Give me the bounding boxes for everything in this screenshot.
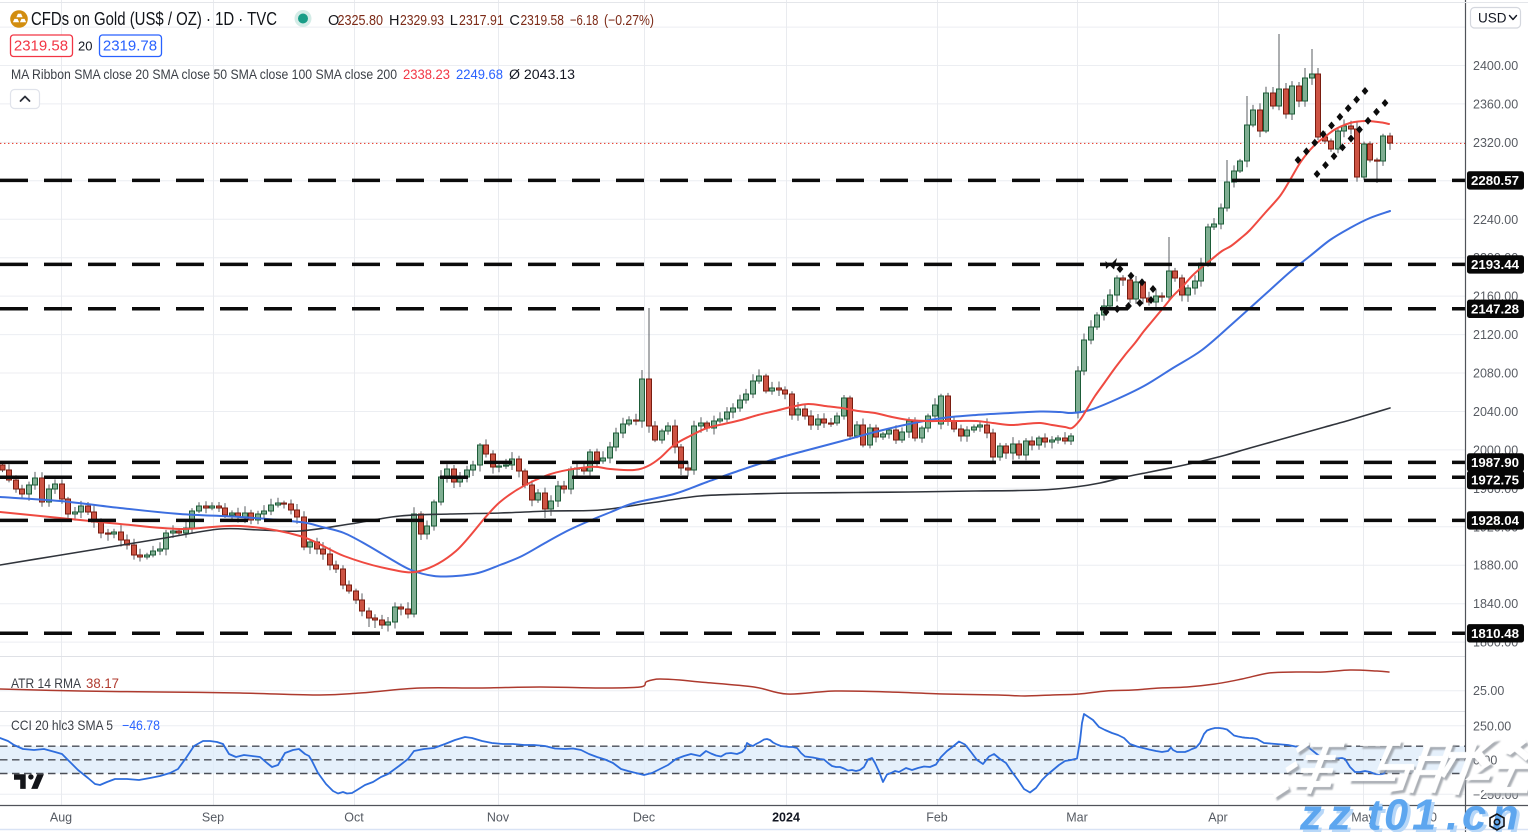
svg-text:2040.00: 2040.00 (1473, 405, 1518, 419)
svg-text:2325.80: 2325.80 (338, 13, 384, 29)
svg-text:250.00: 250.00 (1473, 720, 1511, 734)
svg-text:1880.00: 1880.00 (1473, 559, 1518, 573)
svg-text:May: May (1351, 811, 1375, 825)
svg-text:1840.00: 1840.00 (1473, 597, 1518, 611)
svg-text:Feb: Feb (926, 811, 948, 825)
svg-text:Nov: Nov (487, 811, 510, 825)
svg-text:ATR 14 RMA: ATR 14 RMA (11, 676, 82, 691)
svg-text:t: t (1370, 794, 1386, 832)
svg-text:2280.57: 2280.57 (1471, 173, 1519, 188)
svg-text:1: 1 (1415, 794, 1439, 832)
svg-text:c: c (1462, 792, 1486, 832)
svg-text:1: 1 (1412, 792, 1436, 832)
svg-text:2319.78: 2319.78 (103, 38, 157, 55)
svg-text:n: n (1492, 792, 1519, 832)
svg-text:2249.68: 2249.68 (456, 67, 503, 83)
svg-text:2147.28: 2147.28 (1471, 301, 1519, 316)
svg-text:O: O (328, 13, 339, 29)
svg-text:Mar: Mar (1066, 811, 1088, 825)
svg-text:2338.23: 2338.23 (403, 67, 450, 83)
svg-text:0: 0 (1384, 792, 1408, 832)
svg-text:1810.48: 1810.48 (1471, 626, 1519, 641)
svg-text:CFDs on Gold (US$ / OZ) · 1D ·: CFDs on Gold (US$ / OZ) · 1D · TVC (31, 9, 277, 29)
svg-text:H: H (389, 13, 399, 29)
svg-text:z: z (1299, 792, 1322, 832)
svg-text:t: t (1367, 792, 1383, 832)
svg-text:z: z (1331, 794, 1354, 832)
svg-text:Oct: Oct (344, 811, 364, 825)
svg-text:MA Ribbon SMA close 20 SMA clo: MA Ribbon SMA close 20 SMA close 50 SMA … (11, 67, 397, 83)
svg-text:.: . (1449, 794, 1461, 832)
svg-text:2240.00: 2240.00 (1473, 213, 1518, 227)
svg-text:Dec: Dec (633, 811, 655, 825)
svg-text:2329.93: 2329.93 (400, 13, 444, 29)
svg-text:20: 20 (78, 39, 92, 54)
svg-text:L: L (450, 13, 458, 29)
svg-text:2360.00: 2360.00 (1473, 97, 1518, 111)
svg-text:CCI 20 hlc3 SMA 5: CCI 20 hlc3 SMA 5 (11, 718, 113, 733)
svg-text:2080.00: 2080.00 (1473, 367, 1518, 381)
svg-text:Apr: Apr (1208, 811, 1227, 825)
svg-text:USD: USD (1478, 11, 1507, 26)
svg-text:0: 0 (1387, 794, 1411, 832)
svg-text:1928.04: 1928.04 (1471, 513, 1520, 528)
svg-text:Aug: Aug (50, 811, 72, 825)
svg-text:C: C (509, 13, 519, 29)
svg-text:2320.00: 2320.00 (1473, 136, 1518, 150)
svg-text:2319.58: 2319.58 (521, 13, 564, 29)
svg-text:z: z (1302, 794, 1325, 832)
svg-text:2319.58: 2319.58 (14, 38, 68, 55)
svg-text:2317.91: 2317.91 (459, 13, 504, 29)
svg-text:25.00: 25.00 (1473, 684, 1504, 698)
svg-text:1987.90: 1987.90 (1471, 455, 1519, 470)
svg-text:Ø 2043.13: Ø 2043.13 (509, 67, 575, 83)
svg-text:.: . (1446, 792, 1458, 832)
svg-text:n: n (1495, 794, 1522, 832)
svg-text:2120.00: 2120.00 (1473, 328, 1518, 342)
svg-text:2024: 2024 (772, 811, 800, 825)
svg-text:z: z (1328, 792, 1351, 832)
svg-text:−6.18: −6.18 (570, 13, 598, 29)
svg-text:1972.75: 1972.75 (1471, 473, 1519, 488)
svg-text:2400.00: 2400.00 (1473, 59, 1518, 73)
svg-text:c: c (1465, 794, 1489, 832)
svg-text:38.17: 38.17 (86, 676, 119, 691)
svg-text:−46.78: −46.78 (122, 718, 160, 733)
svg-text:2193.44: 2193.44 (1471, 257, 1520, 272)
svg-text:20: 20 (1423, 811, 1437, 825)
svg-text:(−0.27%): (−0.27%) (604, 13, 654, 29)
svg-text:Sep: Sep (202, 811, 224, 825)
